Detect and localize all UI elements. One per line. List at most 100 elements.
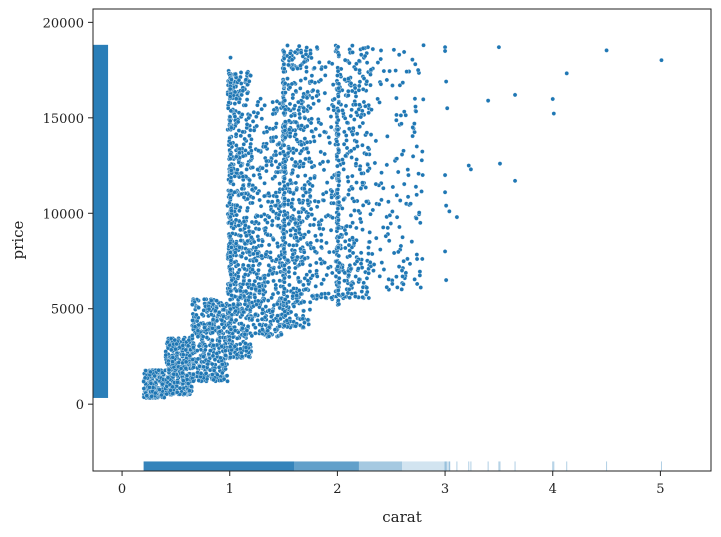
data-point [336,173,341,178]
data-point [183,347,189,353]
data-point [485,98,491,103]
data-point [412,121,417,126]
data-point [447,209,452,214]
data-point [364,130,370,136]
data-point [410,154,416,159]
data-point [295,66,300,71]
data-point [344,138,349,143]
data-point [227,344,233,350]
data-point [249,333,255,339]
data-point [304,272,310,277]
data-point [293,88,299,94]
data-point [358,114,364,120]
data-point [394,117,399,123]
data-point [141,386,147,391]
data-point [353,161,359,167]
data-point [209,361,215,367]
data-point [399,152,405,157]
data-point [208,348,213,353]
data-point [262,181,267,186]
y-tick-label: 0 [76,398,84,413]
data-point [286,118,292,124]
y-rug-plot [93,44,109,398]
data-point [335,238,341,244]
data-point [240,88,246,94]
data-point [283,313,288,319]
data-point [187,353,193,359]
data-point [419,189,424,194]
data-point [157,387,162,392]
data-point [378,48,384,53]
data-point [229,168,234,173]
data-point [265,328,271,334]
data-point [265,298,271,303]
data-point [336,100,342,106]
data-point [304,64,309,70]
data-point [399,287,404,292]
data-point [267,268,273,274]
data-point [347,248,352,253]
data-point [309,116,314,122]
data-point [293,265,298,271]
data-point [304,95,310,101]
data-point [231,226,236,231]
data-point [257,284,262,289]
data-point [354,131,360,137]
data-point [336,85,341,91]
data-point [357,167,363,172]
data-point [273,203,279,208]
data-point [232,89,238,95]
data-point [221,325,227,330]
data-point [350,173,355,179]
data-point [352,117,357,122]
data-point [239,186,245,192]
data-point [307,193,313,199]
data-point [359,289,365,294]
data-point [292,103,298,109]
data-point [238,288,243,294]
data-point [253,325,258,330]
data-point [195,334,201,339]
data-point [293,119,299,125]
data-point [201,354,206,359]
data-point [341,141,347,147]
x-tick-label: 5 [656,482,664,497]
data-point [238,227,243,233]
data-point [256,267,261,273]
data-point [298,86,303,91]
data-point [297,115,303,121]
data-point [296,279,302,285]
data-point [404,69,409,74]
data-point [413,184,419,190]
data-point [210,337,215,343]
data-point [202,325,207,330]
data-point [212,357,218,362]
data-point [282,169,287,175]
data-point [246,263,251,269]
data-point [383,233,389,239]
data-point [342,129,347,135]
data-point [303,156,308,162]
data-point [281,56,287,61]
data-point [168,387,173,393]
data-point [281,227,286,232]
data-point [390,281,395,287]
data-point [182,391,187,397]
data-point [242,331,248,337]
data-point [291,286,296,291]
data-point [378,247,383,252]
data-point [303,287,308,292]
data-point [298,63,303,68]
data-point [170,359,175,364]
data-point [314,44,320,50]
data-point [216,310,222,315]
data-point [263,251,269,257]
data-point [269,199,275,205]
data-point [246,294,252,300]
data-point [228,125,234,131]
data-point [303,76,308,81]
data-point [210,372,215,377]
data-point [210,317,216,322]
data-point [350,250,356,256]
data-point [175,380,180,385]
